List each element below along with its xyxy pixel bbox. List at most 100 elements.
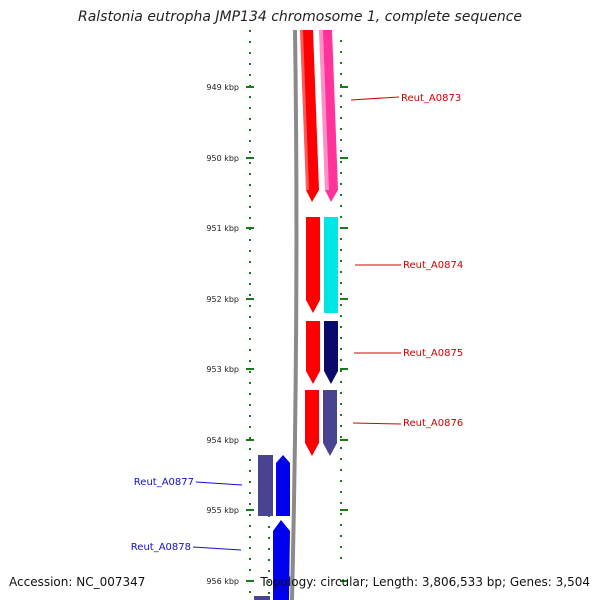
ring-dot [340, 40, 342, 42]
ring-dot [249, 371, 251, 373]
ring-dot [249, 536, 251, 538]
ring-dot [249, 250, 251, 252]
map-title: Ralstonia eutropha JMP134 chromosome 1, … [77, 9, 522, 25]
ring-dot [340, 381, 342, 383]
gene-arrow-navy [324, 321, 338, 384]
ring-dot [340, 469, 342, 471]
ring-dot [249, 217, 251, 219]
ring-dot [249, 195, 251, 197]
tick-label: 953 kbp [206, 365, 239, 374]
ring-dot [340, 524, 342, 526]
ring-dot [249, 96, 251, 98]
ring-dot [340, 84, 342, 86]
tick-label: 954 kbp [206, 436, 239, 445]
ring-dot [340, 216, 342, 218]
ring-dot [249, 338, 251, 340]
ring-dot [249, 173, 251, 175]
tick-label: 949 kbp [206, 83, 239, 92]
gene-arrow-reverse-1 [276, 455, 290, 516]
outer-gene-tracks [319, 30, 338, 456]
gene-label-reut-a0875[interactable]: Reut_A0875 [403, 348, 463, 359]
genome-summary: Topology: circular; Length: 3,806,533 bp… [260, 575, 590, 589]
coordinate-axis: 949 kbp 950 kbp 951 kbp 952 kbp 953 kbp 954 k… [206, 83, 348, 586]
ring-dot [340, 271, 342, 273]
ring-dot [340, 172, 342, 174]
ring-dot [340, 513, 342, 515]
gene-label-reut-a0877[interactable]: Reut_A0877 [134, 477, 194, 488]
ring-dot [249, 492, 251, 494]
gene-arrow-slate-bottom [254, 596, 270, 600]
ring-dot [249, 305, 251, 307]
gene-labels: Reut_A0873 Reut_A0874 Reut_A0875 Reut_A0876… [131, 93, 463, 553]
gene-label-reut-a0874[interactable]: Reut_A0874 [403, 260, 463, 271]
ring-dot [340, 458, 342, 460]
ring-dot [268, 537, 270, 539]
ring-dot [268, 570, 270, 572]
ring-dot [340, 546, 342, 548]
ring-dot [249, 547, 251, 549]
ring-dot [340, 62, 342, 64]
ring-dot [340, 480, 342, 482]
ring-dot [249, 239, 251, 241]
ring-dot [340, 337, 342, 339]
ring-dot [340, 491, 342, 493]
ring-dot [249, 162, 251, 164]
ring-dot [249, 360, 251, 362]
outer-dotted-ring-right [340, 40, 342, 559]
ring-dot [249, 294, 251, 296]
ring-dot [249, 569, 251, 571]
outer-dotted-ring-left [249, 30, 251, 593]
ring-dot [340, 315, 342, 317]
ring-dot [340, 557, 342, 559]
forward-edge-shade [300, 30, 309, 190]
tick-label: 955 kbp [206, 506, 239, 515]
ring-dot [249, 74, 251, 76]
ring-dot [249, 437, 251, 439]
ring-dot [340, 260, 342, 262]
ring-dot [249, 415, 251, 417]
leader-line [350, 96, 400, 101]
forward-strand-genes [300, 30, 320, 456]
ring-dot [249, 30, 251, 32]
ring-dot [340, 51, 342, 53]
ring-dot [268, 548, 270, 550]
ring-dot [249, 470, 251, 472]
ring-dot [249, 63, 251, 65]
ring-dot [340, 414, 342, 416]
ring-dot [340, 282, 342, 284]
gene-arrow-pink [319, 30, 338, 202]
ring-dot [340, 139, 342, 141]
ring-dot [340, 403, 342, 405]
ring-dot [249, 426, 251, 428]
leader-line [352, 422, 402, 425]
ring-dot [249, 514, 251, 516]
ring-dot [340, 535, 342, 537]
ring-dot [340, 238, 342, 240]
ring-dot [249, 118, 251, 120]
gene-label-reut-a0876[interactable]: Reut_A0876 [403, 418, 463, 429]
chromosome-backbone [290, 29, 299, 600]
ring-dot [340, 73, 342, 75]
ring-dot [249, 151, 251, 153]
gene-arrow-forward-2 [306, 217, 320, 313]
gene-arrow-slate [323, 390, 337, 456]
gene-arrow-forward-3 [306, 321, 320, 384]
accession-text: Accession: NC_007347 [9, 575, 146, 589]
gene-arrow-forward-1 [300, 30, 319, 202]
ring-dot [249, 448, 251, 450]
ring-dot [340, 183, 342, 185]
ring-dot [340, 392, 342, 394]
ring-dot [340, 106, 342, 108]
ring-dot [340, 502, 342, 504]
gene-label-reut-a0878[interactable]: Reut_A0878 [131, 542, 191, 553]
ring-dot [340, 447, 342, 449]
ring-dot [340, 249, 342, 251]
gene-arrow-reverse-2 [273, 520, 290, 600]
ring-dot [340, 425, 342, 427]
ring-dot [340, 205, 342, 207]
ring-dot [268, 559, 270, 561]
tick-label: 956 kbp [206, 577, 239, 586]
gene-label-reut-a0873[interactable]: Reut_A0873 [401, 93, 461, 104]
